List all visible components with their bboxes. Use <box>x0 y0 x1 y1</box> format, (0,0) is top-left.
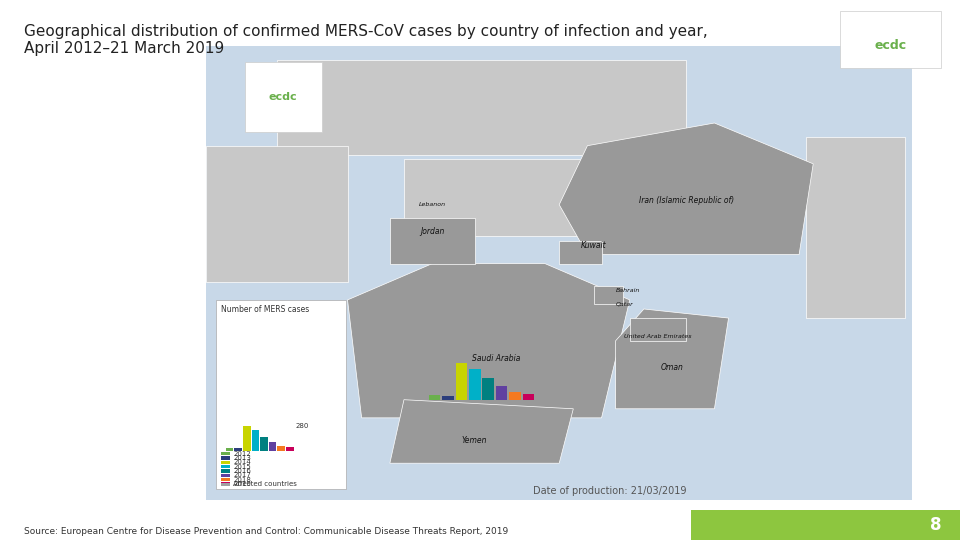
Text: Saudi Arabia: Saudi Arabia <box>471 354 520 363</box>
FancyBboxPatch shape <box>221 469 230 472</box>
FancyBboxPatch shape <box>221 465 230 468</box>
FancyBboxPatch shape <box>245 62 322 132</box>
Text: Jordan: Jordan <box>420 227 444 237</box>
Text: Source: European Centre for Disease Prevention and Control: Communicable Disease: Source: European Centre for Disease Prev… <box>24 528 508 536</box>
Text: Geographical distribution of confirmed MERS-CoV cases by country of infection an: Geographical distribution of confirmed M… <box>24 24 708 39</box>
FancyBboxPatch shape <box>252 430 259 451</box>
FancyBboxPatch shape <box>221 474 230 477</box>
Polygon shape <box>806 137 905 318</box>
Polygon shape <box>276 59 686 155</box>
FancyBboxPatch shape <box>443 396 454 400</box>
Text: April 2012–21 March 2019: April 2012–21 March 2019 <box>24 40 225 56</box>
Text: 2012: 2012 <box>233 450 251 457</box>
Text: 2019: 2019 <box>233 481 252 487</box>
Polygon shape <box>206 146 348 282</box>
FancyBboxPatch shape <box>269 442 276 451</box>
Text: 8: 8 <box>930 516 942 534</box>
FancyBboxPatch shape <box>221 478 230 481</box>
Polygon shape <box>390 218 474 264</box>
FancyBboxPatch shape <box>277 446 285 451</box>
Polygon shape <box>348 264 630 418</box>
Text: Bahrain: Bahrain <box>615 288 640 293</box>
Polygon shape <box>404 159 588 237</box>
FancyBboxPatch shape <box>691 510 960 540</box>
FancyBboxPatch shape <box>456 363 468 400</box>
FancyBboxPatch shape <box>429 395 441 400</box>
FancyBboxPatch shape <box>469 369 481 400</box>
Text: 2018: 2018 <box>233 476 252 483</box>
Text: 2014: 2014 <box>233 459 251 465</box>
FancyBboxPatch shape <box>226 448 233 451</box>
Text: ecdc: ecdc <box>875 39 907 52</box>
Polygon shape <box>559 123 813 254</box>
FancyBboxPatch shape <box>840 11 941 68</box>
Polygon shape <box>390 400 573 463</box>
Text: 2013: 2013 <box>233 455 252 461</box>
Polygon shape <box>559 241 602 264</box>
FancyBboxPatch shape <box>221 452 230 455</box>
Polygon shape <box>206 46 912 500</box>
Text: Iran (Islamic Republic of): Iran (Islamic Republic of) <box>638 195 733 205</box>
Polygon shape <box>615 309 729 409</box>
Polygon shape <box>594 286 623 305</box>
FancyBboxPatch shape <box>260 437 268 451</box>
FancyBboxPatch shape <box>234 448 242 451</box>
FancyBboxPatch shape <box>483 379 494 400</box>
FancyBboxPatch shape <box>216 300 346 489</box>
Text: Oman: Oman <box>660 363 684 373</box>
FancyBboxPatch shape <box>510 392 521 400</box>
Text: 2015: 2015 <box>233 463 251 470</box>
Text: United Arab Emirates: United Arab Emirates <box>624 334 692 339</box>
Text: Yemen: Yemen <box>462 436 488 445</box>
Polygon shape <box>630 318 686 341</box>
Text: 2016: 2016 <box>233 468 252 474</box>
FancyBboxPatch shape <box>523 394 535 400</box>
FancyBboxPatch shape <box>496 386 508 400</box>
Text: Lebanon: Lebanon <box>419 202 445 207</box>
FancyBboxPatch shape <box>243 426 251 451</box>
FancyBboxPatch shape <box>221 482 230 485</box>
FancyBboxPatch shape <box>221 461 230 464</box>
Text: Number of MERS cases: Number of MERS cases <box>221 305 309 314</box>
Text: Affected countries: Affected countries <box>233 481 298 488</box>
Text: Date of production: 21/03/2019: Date of production: 21/03/2019 <box>533 487 686 496</box>
Text: 280: 280 <box>296 423 309 429</box>
FancyBboxPatch shape <box>221 456 230 460</box>
Text: ecdc: ecdc <box>269 92 298 102</box>
Text: Kuwait: Kuwait <box>581 241 606 250</box>
Text: 2017: 2017 <box>233 472 252 478</box>
FancyBboxPatch shape <box>221 483 230 486</box>
Text: Qatar: Qatar <box>615 302 634 307</box>
FancyBboxPatch shape <box>286 447 294 451</box>
